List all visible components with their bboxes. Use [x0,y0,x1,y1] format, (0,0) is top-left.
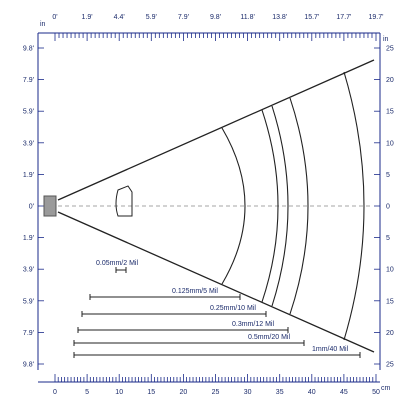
right-tick-label: 10 [386,267,394,274]
right-tick-label: 25 [386,362,394,369]
bottom-tick-label: 15 [147,389,155,396]
bottom-tick-label: 25 [212,389,220,396]
resolution-bar-0: 0.05mm/2 Mil [96,260,138,273]
scanner-device-icon [43,195,57,217]
bottom-tick-label: 50 [372,389,380,396]
right-tick-label: 5 [386,172,390,179]
right-tick-label: 25 [386,46,394,53]
right-ticks: 25 20 15 10 5 0 5 10 15 20 25 [374,46,394,369]
top-tick-label: 17.7' [336,14,351,21]
range-arc-4 [289,97,309,315]
top-tick-label: 9.8' [210,14,221,21]
left-tick-label: 0' [29,204,34,211]
top-tick-label: 7.9' [178,14,189,21]
bottom-tick-label: 35 [276,389,284,396]
resolution-bar-3: 0.3mm/12 Mil [77,321,289,333]
left-tick-label: 7.9' [23,77,34,84]
top-tick-label: 0' [52,14,57,21]
top-ticks: 0' 1.9' 4.4' 5.9' 7.9' 9.8' 11.8' 13.8' 15.7' 17.… [52,14,383,41]
right-tick-label: 15 [386,109,394,116]
bottom-tick-label: 20 [180,389,188,396]
top-tick-label: 1.9' [82,14,93,21]
fov-upper-edge [57,59,375,201]
right-tick-label: 0 [386,204,390,211]
unit-label-right-top: in [383,36,389,43]
bottom-tick-label: 30 [244,389,252,396]
resolution-label-3: 0.3mm/12 Mil [232,321,274,328]
right-tick-label: 5 [386,235,390,242]
resolution-bar-5: 1mm/40 Mil [73,346,361,358]
left-tick-label: 5.9' [23,298,34,305]
left-tick-label: 5.9' [23,109,34,116]
left-tick-label: 9.8' [23,46,34,53]
top-tick-label: 13.8' [272,14,287,21]
left-tick-label: 9.8' [23,362,34,369]
left-tick-label: 1.9' [23,172,34,179]
top-tick-label: 5.9' [146,14,157,21]
left-ticks: 9.8' 7.9' 5.9' 3.9' 1.9' 0' 1.9' 3.9' 5.9' 7.9' 9.… [23,46,44,369]
near-field-zone [115,185,133,217]
right-tick-label: 10 [386,140,394,147]
bottom-tick-label: 0 [53,389,57,396]
top-tick-label: 19.7' [369,14,384,21]
resolution-label-5: 1mm/40 Mil [312,346,349,353]
resolution-bar-1: 0.125mm/5 Mil [89,288,241,300]
top-tick-label: 15.7' [304,14,319,21]
left-tick-label: 3.9' [23,267,34,274]
left-tick-label: 7.9' [23,330,34,337]
resolution-bar-2: 0.25mm/10 Mil [81,305,267,317]
fov-lower-edge [57,211,375,353]
top-tick-label: 11.8' [240,14,254,21]
resolution-bar-4: 0.5mm/20 Mil [73,334,305,346]
resolution-label-4: 0.5mm/20 Mil [248,334,290,341]
range-arc-5 [343,71,365,341]
top-tick-label: 4.4' [114,14,125,21]
bottom-tick-label: 10 [115,389,123,396]
left-tick-label: 1.9' [23,235,34,242]
unit-label-right-bottom: cm [381,385,391,392]
bottom-tick-label: 40 [308,389,316,396]
right-tick-label: 15 [386,298,394,305]
resolution-label-1: 0.125mm/5 Mil [172,288,218,295]
left-tick-label: 3.9' [23,140,34,147]
bottom-tick-label: 5 [85,389,89,396]
right-tick-label: 20 [386,330,394,337]
bottom-tick-label: 45 [340,389,348,396]
right-tick-label: 20 [386,77,394,84]
unit-label-top-left: in [40,21,46,28]
range-arc-3 [271,105,289,307]
bottom-ticks: 0 5 10 15 20 25 30 35 40 45 50 [53,374,380,396]
resolution-label-0: 0.05mm/2 Mil [96,260,138,267]
resolution-label-2: 0.25mm/10 Mil [210,305,256,312]
range-arc-1 [221,127,246,285]
range-arc-2 [261,109,279,303]
